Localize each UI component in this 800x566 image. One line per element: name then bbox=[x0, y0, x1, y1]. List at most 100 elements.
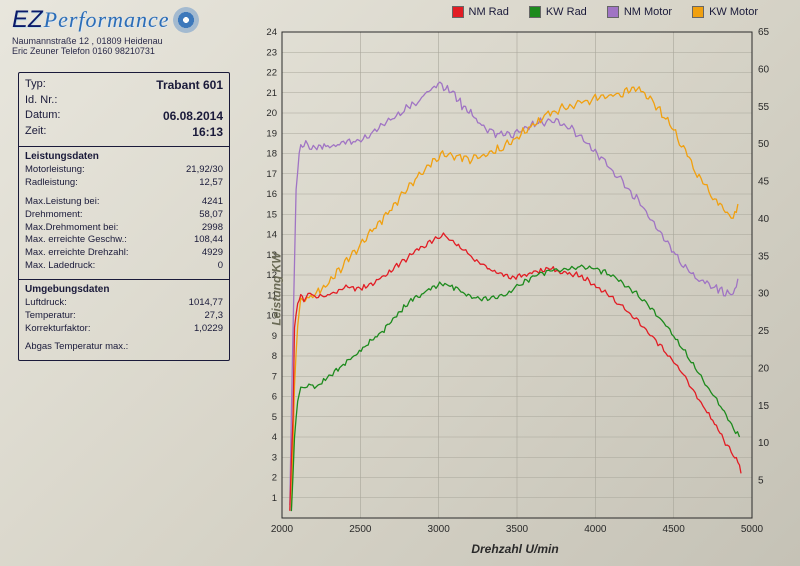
svg-text:21: 21 bbox=[266, 88, 277, 99]
legend-item-kw-rad: KW Rad bbox=[529, 6, 587, 18]
zeit-label: Zeit: bbox=[25, 124, 46, 140]
svg-text:17: 17 bbox=[266, 169, 277, 180]
legend-lbl-1: NM Rad bbox=[469, 6, 509, 18]
maxld-value: 0 bbox=[218, 260, 223, 273]
svg-text:8: 8 bbox=[272, 351, 277, 362]
luft-label: Luftdruck: bbox=[25, 297, 67, 310]
svg-text:2000: 2000 bbox=[271, 524, 294, 535]
svg-text:2500: 2500 bbox=[349, 524, 372, 535]
svg-text:3000: 3000 bbox=[428, 524, 451, 535]
svg-text:15: 15 bbox=[266, 209, 277, 220]
x-axis-label: Drehzahl U/min bbox=[471, 542, 558, 556]
typ-value: Trabant 601 bbox=[156, 77, 223, 93]
maxd-label: Max.Drehmoment bei: bbox=[25, 222, 118, 235]
maxd-value: 2998 bbox=[202, 222, 223, 235]
maxg-label: Max. erreichte Geschw.: bbox=[25, 234, 127, 247]
drehm-label: Drehmoment: bbox=[25, 209, 83, 222]
svg-text:55: 55 bbox=[758, 102, 770, 113]
info-box: Typ: Trabant 601 Id. Nr.: Datum: 06.08.201… bbox=[18, 72, 230, 361]
svg-text:18: 18 bbox=[266, 149, 277, 160]
svg-text:60: 60 bbox=[758, 64, 770, 75]
legend-sw-3 bbox=[607, 6, 619, 18]
svg-text:4000: 4000 bbox=[584, 524, 607, 535]
svg-text:23: 23 bbox=[266, 47, 277, 58]
svg-text:10: 10 bbox=[758, 438, 770, 449]
svg-text:45: 45 bbox=[758, 177, 770, 188]
legend: NM Rad KW Rad NM Motor KW Motor bbox=[452, 6, 759, 18]
legend-sw-1 bbox=[452, 6, 464, 18]
radl-label: Radleistung: bbox=[25, 177, 78, 190]
zeit-value: 16:13 bbox=[192, 124, 223, 140]
motorl-label: Motorleistung: bbox=[25, 164, 85, 177]
maxl-value: 4241 bbox=[202, 196, 223, 209]
header: EZ Performance Naumannstraße 12 , 01809 … bbox=[12, 6, 199, 57]
typ-label: Typ: bbox=[25, 77, 46, 93]
korr-value: 1,0229 bbox=[194, 323, 223, 336]
leistungsdaten-header: Leistungsdaten bbox=[25, 151, 223, 162]
svg-text:4: 4 bbox=[272, 432, 277, 443]
legend-item-kw-motor: KW Motor bbox=[692, 6, 758, 18]
svg-text:24: 24 bbox=[266, 27, 277, 38]
svg-text:65: 65 bbox=[758, 27, 770, 38]
svg-text:7: 7 bbox=[272, 371, 277, 382]
svg-text:9: 9 bbox=[272, 331, 277, 342]
radl-value: 12,57 bbox=[199, 177, 223, 190]
id-label: Id. Nr.: bbox=[25, 93, 57, 108]
legend-sw-4 bbox=[692, 6, 704, 18]
y-axis-label: Leistung KW bbox=[270, 252, 284, 325]
info-sec-environment: Umgebungsdaten Luftdruck: 1014,77 Tempera… bbox=[19, 280, 229, 360]
maxl-label: Max.Leistung bei: bbox=[25, 196, 99, 209]
svg-text:5000: 5000 bbox=[741, 524, 764, 535]
drehm-value: 58,07 bbox=[199, 209, 223, 222]
maxdz-label: Max. erreichte Drehzahl: bbox=[25, 247, 128, 260]
datum-label: Datum: bbox=[25, 108, 60, 124]
legend-item-nm-rad: NM Rad bbox=[452, 6, 509, 18]
svg-text:25: 25 bbox=[758, 326, 770, 337]
svg-text:20: 20 bbox=[758, 363, 770, 374]
info-sec-performance: Leistungsdaten Motorleistung: 21,92/30 Ra… bbox=[19, 147, 229, 280]
logo: EZ Performance bbox=[12, 6, 199, 34]
svg-text:5: 5 bbox=[272, 412, 277, 423]
svg-text:3500: 3500 bbox=[506, 524, 529, 535]
svg-text:35: 35 bbox=[758, 251, 770, 262]
maxdz-value: 4929 bbox=[202, 247, 223, 260]
logo-ez: EZ bbox=[12, 6, 43, 34]
info-sec-header: Typ: Trabant 601 Id. Nr.: Datum: 06.08.201… bbox=[19, 73, 229, 147]
legend-lbl-3: NM Motor bbox=[624, 6, 672, 18]
address-line-1: Naumannstraße 12 , 01809 Heidenau bbox=[12, 36, 199, 46]
svg-text:6: 6 bbox=[272, 392, 277, 403]
umgebungsdaten-header: Umgebungsdaten bbox=[25, 284, 223, 295]
dyno-chart: 2000250030003500400045005000123456789101… bbox=[248, 24, 782, 554]
svg-text:2: 2 bbox=[272, 473, 277, 484]
datum-value: 06.08.2014 bbox=[163, 108, 223, 124]
svg-text:30: 30 bbox=[758, 289, 770, 300]
svg-text:1: 1 bbox=[272, 493, 277, 504]
legend-item-nm-motor: NM Motor bbox=[607, 6, 672, 18]
svg-text:19: 19 bbox=[266, 128, 277, 139]
motorl-value: 21,92/30 bbox=[186, 164, 223, 177]
legend-lbl-4: KW Motor bbox=[709, 6, 758, 18]
luft-value: 1014,77 bbox=[189, 297, 223, 310]
svg-text:14: 14 bbox=[266, 230, 277, 241]
chart-svg: 2000250030003500400045005000123456789101… bbox=[248, 24, 782, 554]
svg-text:50: 50 bbox=[758, 139, 770, 150]
svg-text:20: 20 bbox=[266, 108, 277, 119]
korr-label: Korrekturfaktor: bbox=[25, 323, 90, 336]
logo-turbo-icon bbox=[173, 7, 199, 33]
temp-value: 27,3 bbox=[205, 310, 224, 323]
maxld-label: Max. Ladedruck: bbox=[25, 260, 95, 273]
legend-sw-2 bbox=[529, 6, 541, 18]
maxg-value: 108,44 bbox=[194, 234, 223, 247]
svg-text:3: 3 bbox=[272, 452, 277, 463]
address-block: Naumannstraße 12 , 01809 Heidenau Eric Z… bbox=[12, 36, 199, 57]
logo-perf: Performance bbox=[44, 7, 170, 33]
svg-text:5: 5 bbox=[758, 476, 764, 487]
svg-text:16: 16 bbox=[266, 189, 277, 200]
svg-text:4500: 4500 bbox=[663, 524, 686, 535]
temp-label: Temperatur: bbox=[25, 310, 76, 323]
svg-text:22: 22 bbox=[266, 68, 277, 79]
legend-lbl-2: KW Rad bbox=[546, 6, 587, 18]
svg-text:15: 15 bbox=[758, 401, 770, 412]
address-line-2: Eric Zeuner Telefon 0160 98210731 bbox=[12, 46, 199, 56]
svg-text:40: 40 bbox=[758, 214, 770, 225]
